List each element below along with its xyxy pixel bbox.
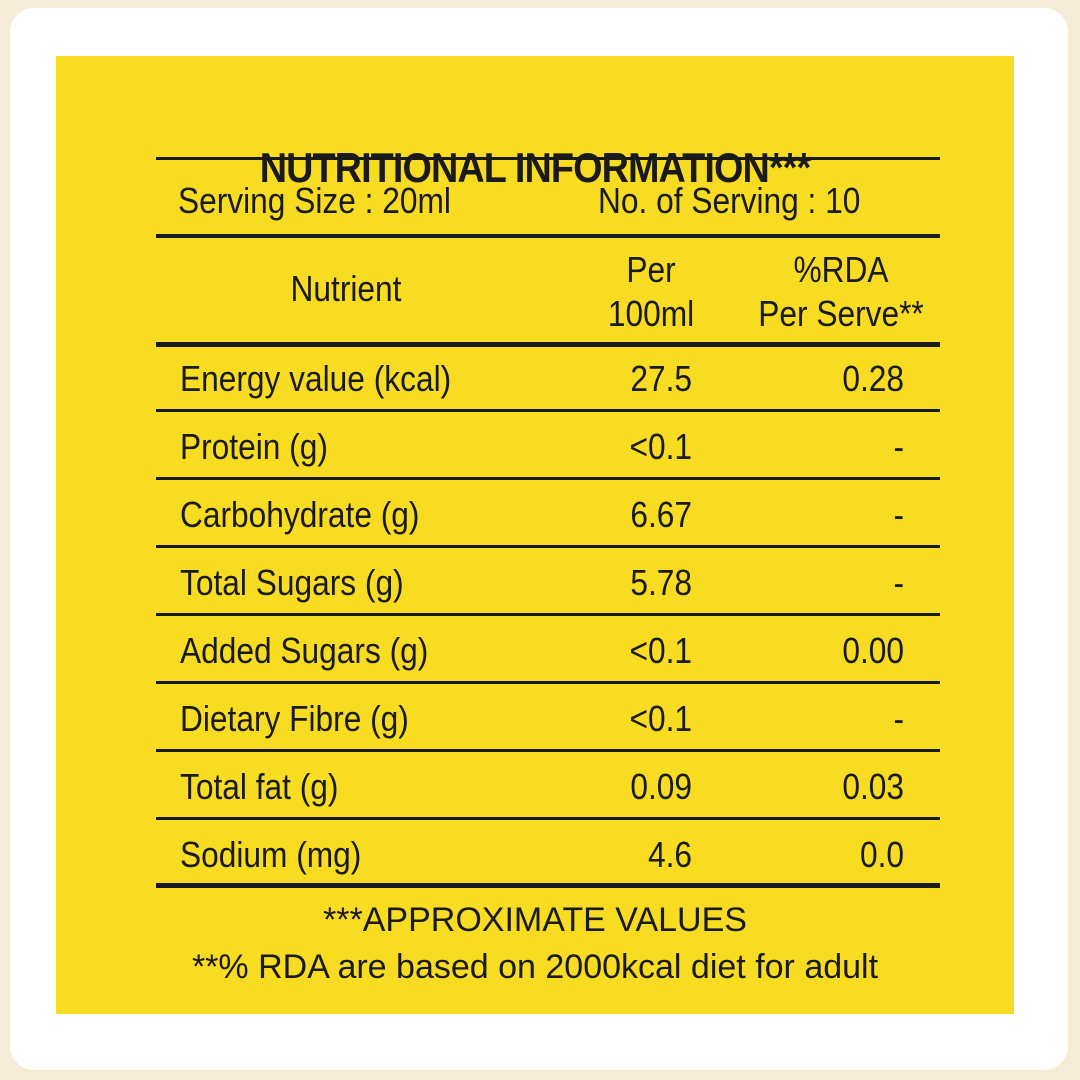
row-nutrient: Total Sugars (g) bbox=[180, 562, 404, 603]
row-rda: 0.28 bbox=[842, 358, 904, 399]
row-per100: 5.78 bbox=[630, 562, 692, 603]
header-rda: %RDA Per Serve** bbox=[740, 248, 942, 336]
header-per-line1: Per bbox=[626, 249, 676, 290]
rule-bottom bbox=[156, 883, 940, 888]
row-rda: 0.00 bbox=[842, 630, 904, 671]
row-nutrient: Sodium (mg) bbox=[180, 834, 362, 875]
row-nutrient: Added Sugars (g) bbox=[180, 630, 429, 671]
row-nutrient: Energy value (kcal) bbox=[180, 358, 452, 399]
row-divider bbox=[156, 749, 940, 752]
serving-size: Serving Size : 20ml bbox=[178, 180, 451, 221]
row-per100: <0.1 bbox=[629, 630, 692, 671]
footnote-approximate: ***APPROXIMATE VALUES bbox=[323, 901, 747, 939]
row-per100: 0.09 bbox=[630, 766, 692, 807]
row-rda: 0.03 bbox=[842, 766, 904, 807]
header-nutrient: Nutrient bbox=[290, 268, 402, 309]
row-per100: 4.6 bbox=[647, 834, 692, 875]
row-divider bbox=[156, 477, 940, 480]
header-per-line2: 100ml bbox=[607, 293, 695, 334]
row-rda: - bbox=[893, 426, 904, 467]
row-nutrient: Dietary Fibre (g) bbox=[180, 698, 409, 739]
table-title: NUTRITIONAL INFORMATION*** bbox=[259, 144, 811, 191]
row-rda: - bbox=[893, 494, 904, 535]
header-rda-line2: Per Serve** bbox=[758, 293, 924, 334]
nutrition-panel: NUTRITIONAL INFORMATION*** Serving Size … bbox=[56, 56, 1014, 1014]
row-divider bbox=[156, 817, 940, 820]
row-nutrient: Protein (g) bbox=[180, 426, 328, 467]
row-divider bbox=[156, 409, 940, 412]
row-divider bbox=[156, 545, 940, 548]
rule-serving bbox=[156, 234, 940, 238]
row-nutrient: Carbohydrate (g) bbox=[180, 494, 420, 535]
row-divider bbox=[156, 681, 940, 684]
rule-header bbox=[156, 342, 940, 347]
row-per100: <0.1 bbox=[629, 698, 692, 739]
row-rda: 0.0 bbox=[859, 834, 904, 875]
row-per100: 27.5 bbox=[630, 358, 692, 399]
row-rda: - bbox=[893, 562, 904, 603]
header-rda-line1: %RDA bbox=[793, 249, 889, 290]
row-divider bbox=[156, 613, 940, 616]
serving-count: No. of Serving : 10 bbox=[598, 180, 861, 221]
row-per100: <0.1 bbox=[629, 426, 692, 467]
footnote-rda: **% RDA are based on 2000kcal diet for a… bbox=[191, 948, 879, 986]
rule-top bbox=[156, 157, 940, 160]
row-rda: - bbox=[893, 698, 904, 739]
row-nutrient: Total fat (g) bbox=[180, 766, 339, 807]
header-per-100ml: Per 100ml bbox=[594, 248, 708, 336]
row-per100: 6.67 bbox=[630, 494, 692, 535]
